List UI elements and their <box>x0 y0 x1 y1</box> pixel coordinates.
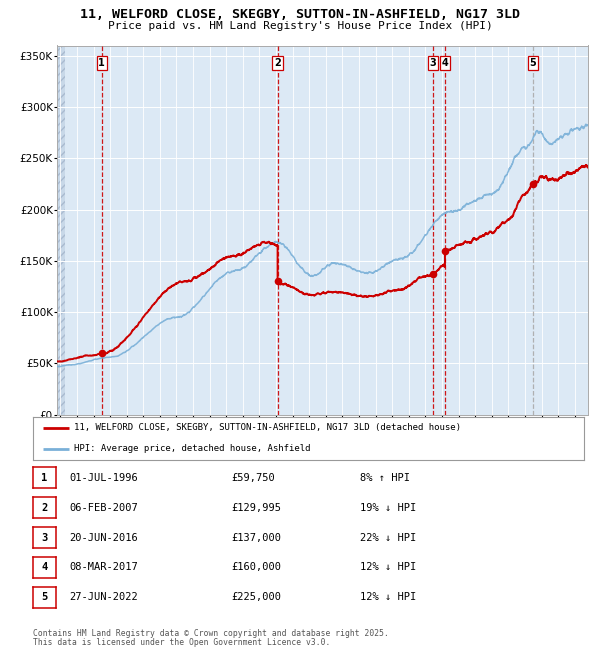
Text: 4: 4 <box>41 562 47 573</box>
Text: 11, WELFORD CLOSE, SKEGBY, SUTTON-IN-ASHFIELD, NG17 3LD: 11, WELFORD CLOSE, SKEGBY, SUTTON-IN-ASH… <box>80 8 520 21</box>
Text: 5: 5 <box>41 592 47 603</box>
Text: 19% ↓ HPI: 19% ↓ HPI <box>360 502 416 513</box>
Text: HPI: Average price, detached house, Ashfield: HPI: Average price, detached house, Ashf… <box>74 445 311 454</box>
Text: 11, WELFORD CLOSE, SKEGBY, SUTTON-IN-ASHFIELD, NG17 3LD (detached house): 11, WELFORD CLOSE, SKEGBY, SUTTON-IN-ASH… <box>74 423 461 432</box>
Text: £160,000: £160,000 <box>231 562 281 573</box>
Text: 5: 5 <box>530 58 536 68</box>
Text: 2: 2 <box>41 502 47 513</box>
Text: This data is licensed under the Open Government Licence v3.0.: This data is licensed under the Open Gov… <box>33 638 331 647</box>
Text: 4: 4 <box>442 58 448 68</box>
Text: Price paid vs. HM Land Registry's House Price Index (HPI): Price paid vs. HM Land Registry's House … <box>107 21 493 31</box>
Text: Contains HM Land Registry data © Crown copyright and database right 2025.: Contains HM Land Registry data © Crown c… <box>33 629 389 638</box>
Text: 01-JUL-1996: 01-JUL-1996 <box>69 473 138 483</box>
Text: 27-JUN-2022: 27-JUN-2022 <box>69 592 138 603</box>
Text: £129,995: £129,995 <box>231 502 281 513</box>
Text: £225,000: £225,000 <box>231 592 281 603</box>
Text: 3: 3 <box>430 58 437 68</box>
Text: 06-FEB-2007: 06-FEB-2007 <box>69 502 138 513</box>
Text: 1: 1 <box>98 58 105 68</box>
Text: 1: 1 <box>41 473 47 483</box>
Text: 12% ↓ HPI: 12% ↓ HPI <box>360 562 416 573</box>
Text: £59,750: £59,750 <box>231 473 275 483</box>
Bar <box>57 46 65 415</box>
Text: £137,000: £137,000 <box>231 532 281 543</box>
Text: 08-MAR-2017: 08-MAR-2017 <box>69 562 138 573</box>
Text: 22% ↓ HPI: 22% ↓ HPI <box>360 532 416 543</box>
Text: 8% ↑ HPI: 8% ↑ HPI <box>360 473 410 483</box>
Text: 2: 2 <box>274 58 281 68</box>
Text: 3: 3 <box>41 532 47 543</box>
Text: 12% ↓ HPI: 12% ↓ HPI <box>360 592 416 603</box>
Text: 20-JUN-2016: 20-JUN-2016 <box>69 532 138 543</box>
